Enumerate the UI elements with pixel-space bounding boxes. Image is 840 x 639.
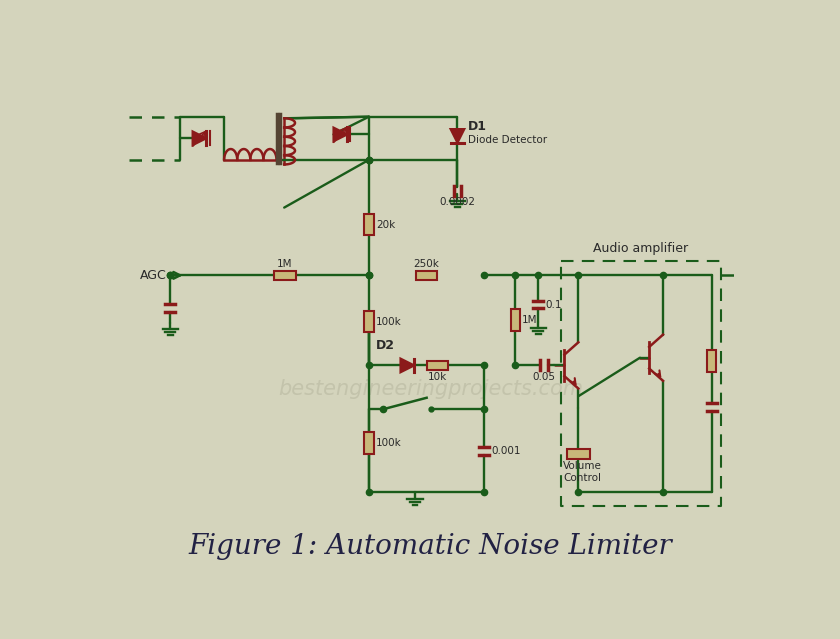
Bar xyxy=(274,271,296,280)
Bar xyxy=(707,350,717,372)
Text: 20k: 20k xyxy=(375,220,395,229)
Text: Diode Detector: Diode Detector xyxy=(468,135,548,145)
Polygon shape xyxy=(333,128,348,141)
Text: 100k: 100k xyxy=(375,438,402,448)
Text: 0.05: 0.05 xyxy=(533,372,555,382)
Text: 1M: 1M xyxy=(277,259,292,269)
Text: 250k: 250k xyxy=(414,259,439,269)
Bar xyxy=(365,311,374,332)
Bar xyxy=(365,433,374,454)
Polygon shape xyxy=(401,358,414,373)
Text: Volume
Control: Volume Control xyxy=(563,461,601,482)
Bar xyxy=(567,449,590,459)
Bar xyxy=(427,361,449,370)
Text: 1M: 1M xyxy=(522,315,538,325)
Text: Audio amplifier: Audio amplifier xyxy=(593,242,688,256)
Text: Figure 1: Automatic Noise Limiter: Figure 1: Automatic Noise Limiter xyxy=(189,533,672,560)
Text: 0.1: 0.1 xyxy=(546,300,562,310)
Bar xyxy=(365,213,374,235)
Text: 0.0002: 0.0002 xyxy=(439,197,475,207)
Text: 10k: 10k xyxy=(428,372,447,381)
Polygon shape xyxy=(192,132,207,145)
Polygon shape xyxy=(450,129,465,143)
Text: 100k: 100k xyxy=(375,316,402,327)
Text: D2: D2 xyxy=(376,339,396,351)
Text: 0.001: 0.001 xyxy=(491,446,521,456)
Bar xyxy=(416,271,438,280)
Bar xyxy=(511,309,520,331)
Text: D1: D1 xyxy=(468,120,487,133)
Text: bestengineeringprojects.com: bestengineeringprojects.com xyxy=(278,378,583,399)
Text: AGC: AGC xyxy=(139,269,166,282)
